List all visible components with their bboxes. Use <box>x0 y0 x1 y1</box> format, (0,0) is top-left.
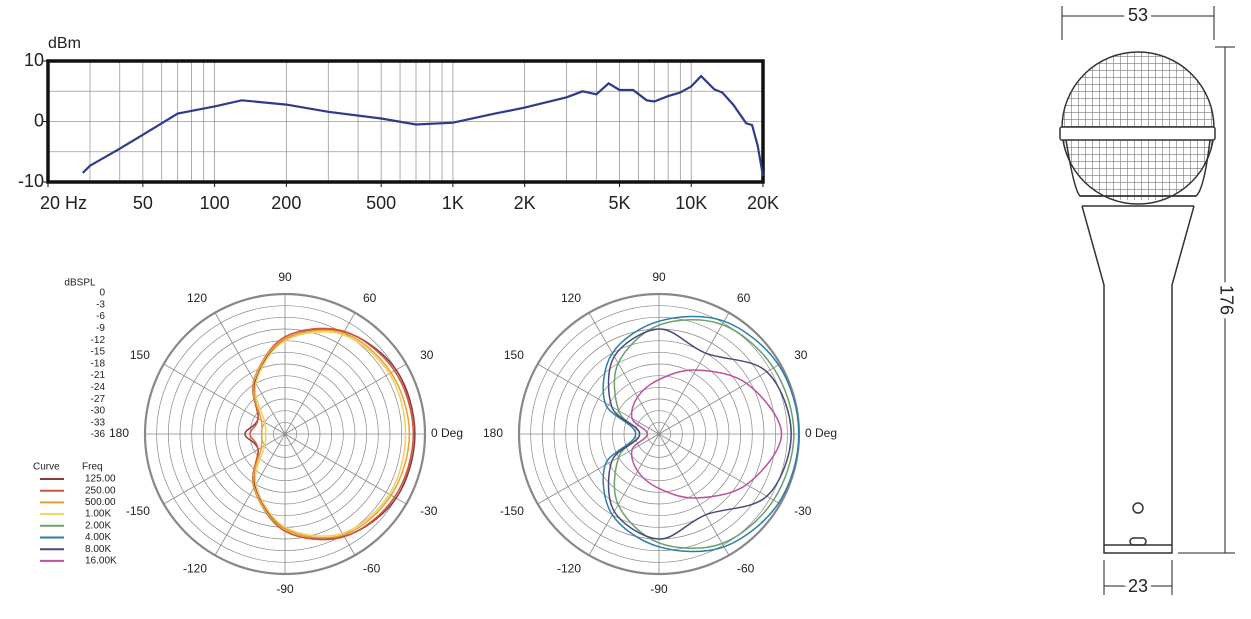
spoke <box>658 433 730 556</box>
angle-label: 60 <box>737 291 751 305</box>
angle-label: 120 <box>187 291 207 305</box>
angle-label: 0 Deg <box>431 426 463 440</box>
x-tick-label: 200 <box>271 193 301 213</box>
spoke <box>588 433 660 556</box>
y-axis-label: dBm <box>48 35 81 52</box>
spoke <box>214 433 286 556</box>
y-tick-label: -10 <box>18 171 44 191</box>
legend-label: 1.00K <box>85 509 111 520</box>
polar-curve <box>607 328 792 540</box>
r-tick-label: -12 <box>91 335 106 346</box>
legend-label: 16.00K <box>85 556 117 567</box>
r-tick-label: -6 <box>96 311 105 322</box>
legend-label: 4.00K <box>85 532 111 543</box>
angle-label: -60 <box>737 561 755 575</box>
spoke <box>537 363 660 435</box>
r-tick-label: -33 <box>91 417 106 428</box>
x-tick-label: 2K <box>514 193 536 213</box>
microphone-drawing <box>1059 6 1235 595</box>
angle-label: 60 <box>363 291 377 305</box>
x-tick-label: 1K <box>442 193 464 213</box>
spoke <box>537 433 660 505</box>
r-tick-label: -21 <box>91 370 106 381</box>
spoke <box>588 312 660 435</box>
spoke <box>284 363 407 435</box>
angle-label: 150 <box>130 348 150 362</box>
spoke <box>163 363 286 435</box>
angle-label: 90 <box>278 270 292 284</box>
angle-label: -30 <box>794 504 812 518</box>
angle-label: 180 <box>483 426 503 440</box>
r-tick-label: -27 <box>91 394 106 405</box>
polar-curve <box>630 369 783 499</box>
legend-header: Curve <box>33 462 60 473</box>
spoke <box>658 312 730 435</box>
spoke <box>658 433 781 505</box>
x-tick-label: 5K <box>608 193 630 213</box>
polar-curve <box>252 329 411 539</box>
polar-curve <box>602 315 800 553</box>
legend-header: Freq <box>82 462 103 473</box>
angle-label: -150 <box>126 504 150 518</box>
polar-curve <box>249 327 415 541</box>
r-tick-label: -30 <box>91 406 106 417</box>
r-tick-label: -15 <box>91 347 106 358</box>
angle-label: 30 <box>420 348 434 362</box>
angle-label: -120 <box>557 561 581 575</box>
polar-curve <box>254 331 407 537</box>
r-tick-label: -36 <box>91 429 106 440</box>
x-tick-label: 20 Hz <box>40 193 87 213</box>
angle-label: 120 <box>561 291 581 305</box>
x-tick-label: 10K <box>675 193 707 213</box>
width-label: 53 <box>1128 5 1148 25</box>
legend-label: 250.00 <box>85 485 116 496</box>
r-tick-label: 0 <box>99 288 105 299</box>
legend-label: 500.00 <box>85 497 116 508</box>
angle-label: 180 <box>109 426 129 440</box>
legend-label: 8.00K <box>85 544 111 555</box>
r-tick-label: -24 <box>91 382 106 393</box>
x-tick-label: 20K <box>747 193 779 213</box>
r-axis-label: dBSPL <box>64 278 96 289</box>
r-tick-label: -3 <box>96 299 105 310</box>
spoke <box>163 433 286 505</box>
angle-label: -30 <box>420 504 438 518</box>
spoke <box>284 433 407 505</box>
angle-label: 150 <box>504 348 524 362</box>
x-tick-label: 500 <box>366 193 396 213</box>
handle-label: 23 <box>1128 576 1148 596</box>
angle-label: -150 <box>500 504 524 518</box>
spoke <box>214 312 286 435</box>
angle-label: -90 <box>276 582 294 596</box>
r-tick-label: -9 <box>96 323 105 334</box>
y-tick-label: 0 <box>34 110 44 130</box>
angle-label: -60 <box>363 561 381 575</box>
angle-label: -90 <box>650 582 668 596</box>
y-tick-label: 10 <box>24 50 44 70</box>
length-label: 176 <box>1216 285 1236 315</box>
legend-label: 125.00 <box>85 474 116 485</box>
r-tick-label: -18 <box>91 358 106 369</box>
x-tick-label: 50 <box>133 193 153 213</box>
response-line <box>82 74 765 177</box>
angle-label: -120 <box>183 561 207 575</box>
angle-label: 0 Deg <box>805 426 837 440</box>
x-tick-label: 100 <box>200 193 230 213</box>
angle-label: 90 <box>652 270 666 284</box>
legend-label: 2.00K <box>85 520 111 531</box>
angle-label: 30 <box>794 348 808 362</box>
spoke <box>658 363 781 435</box>
